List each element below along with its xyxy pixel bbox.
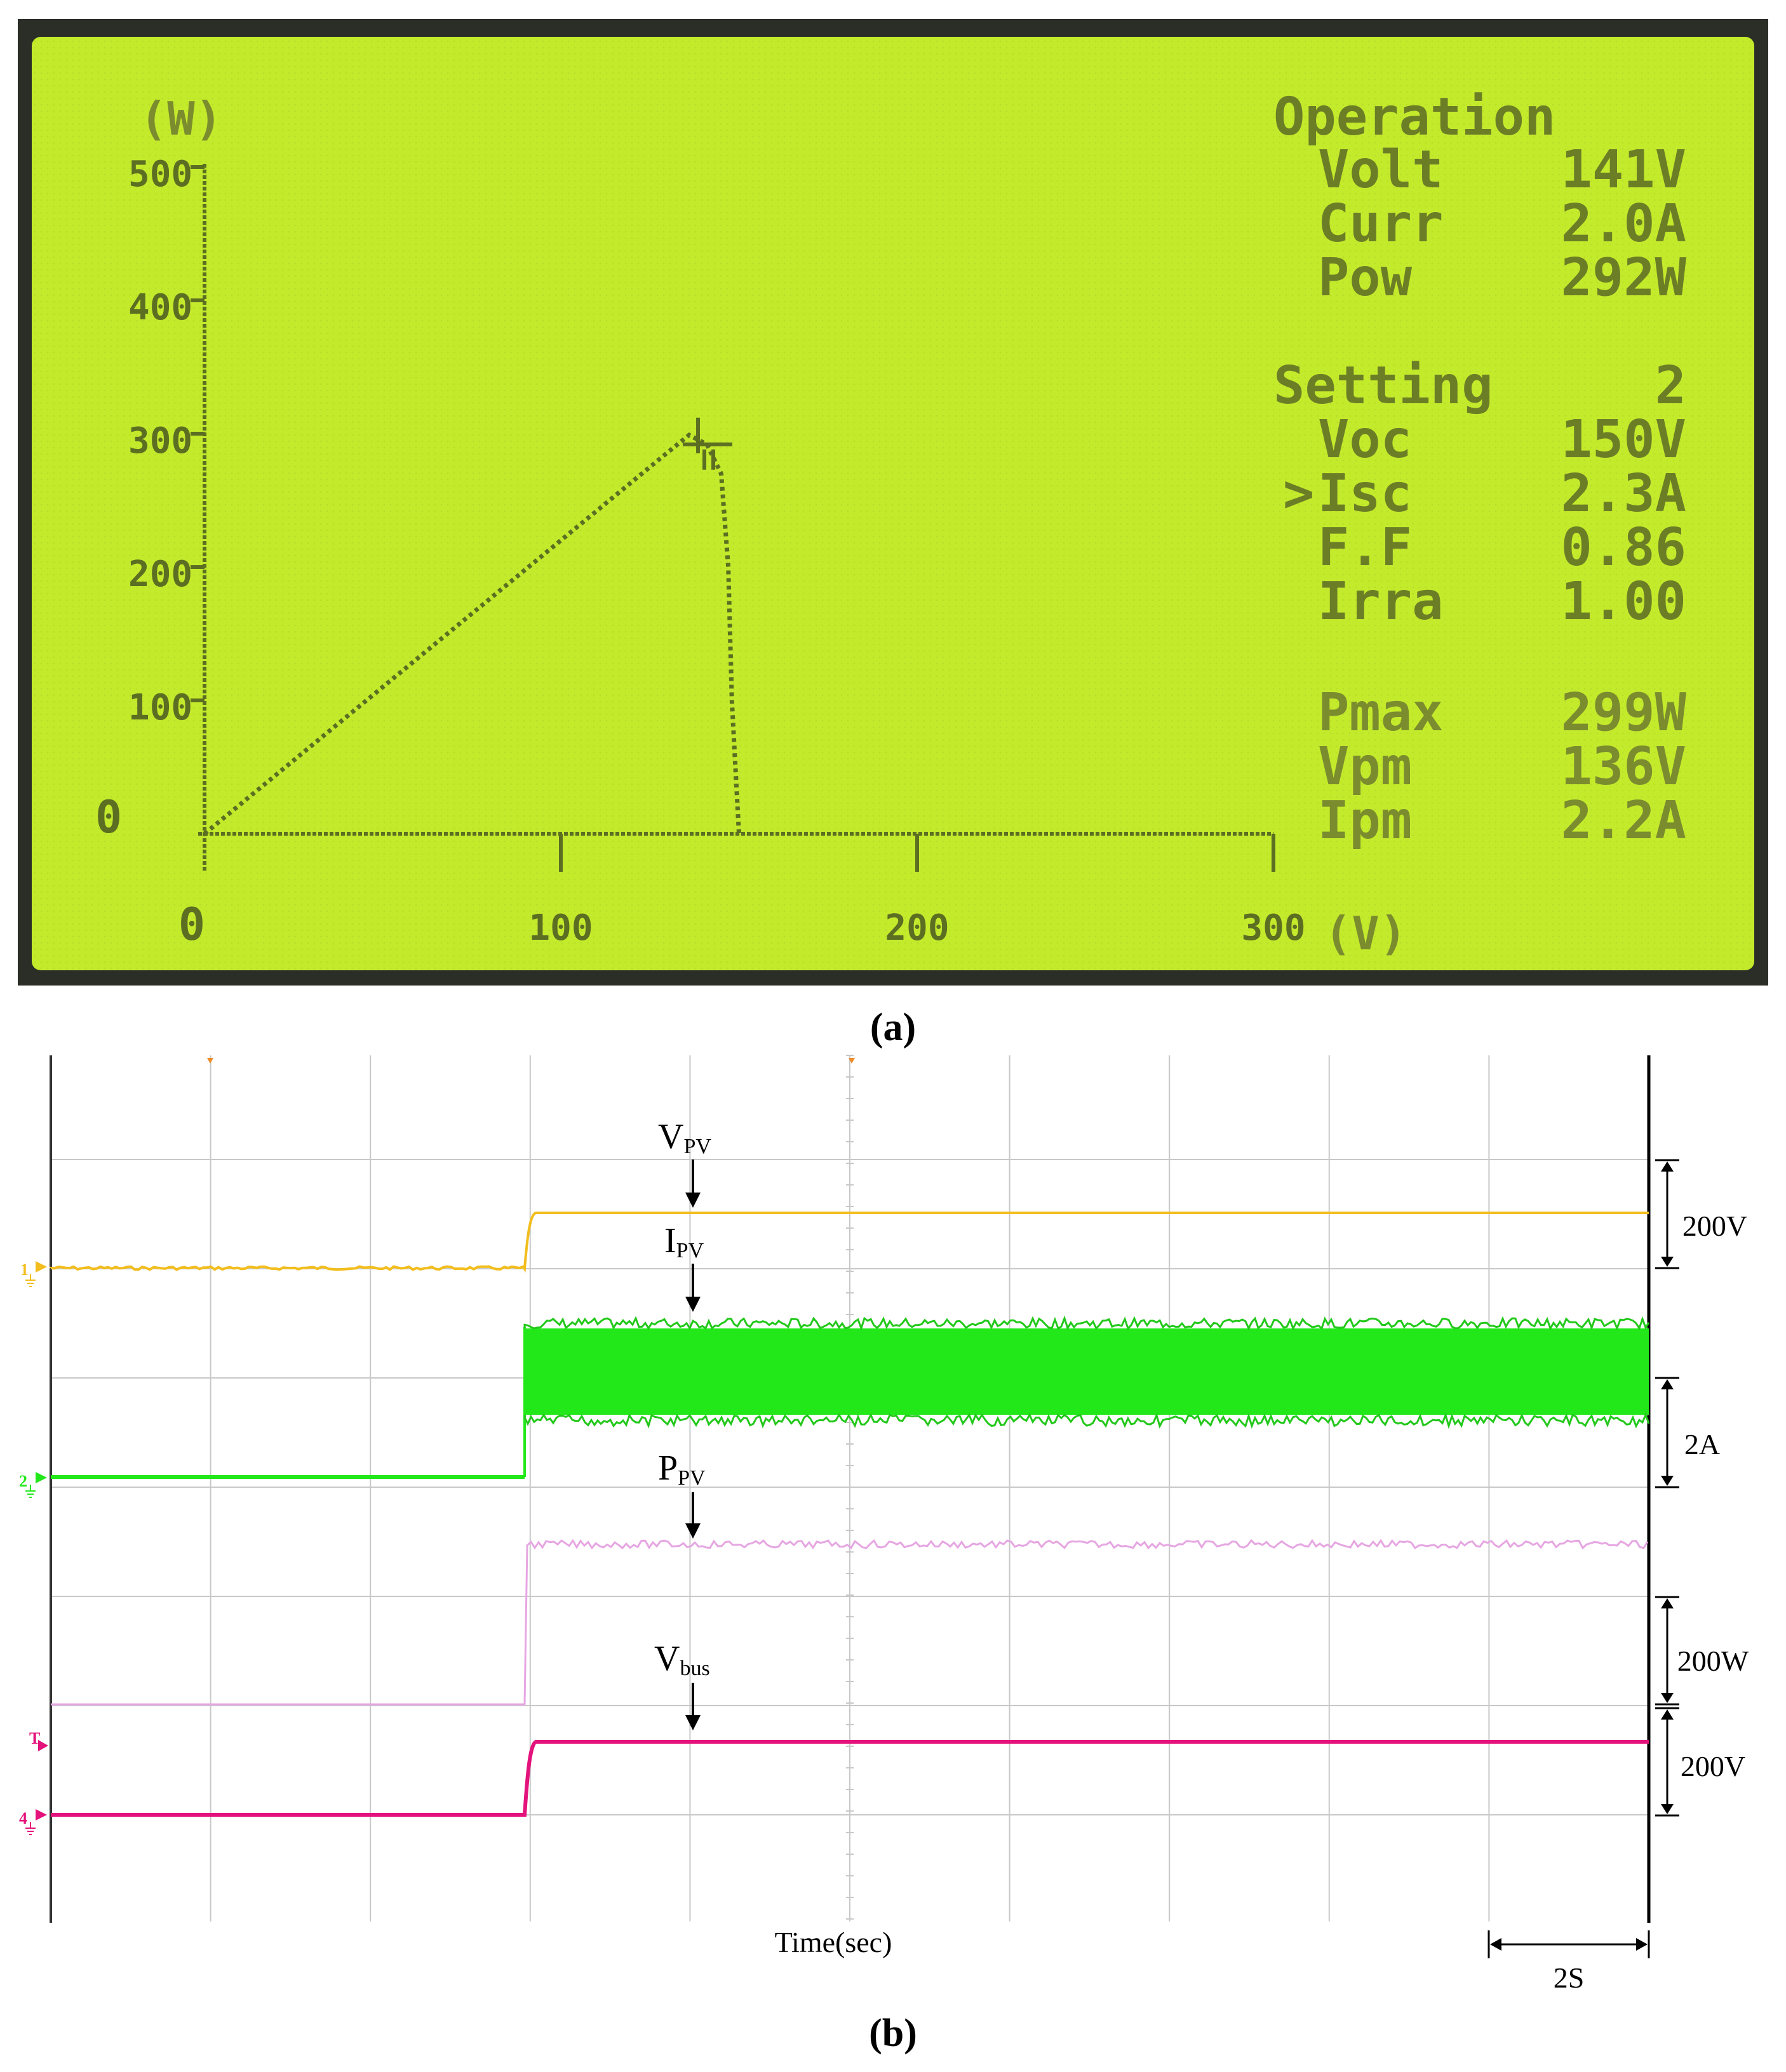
vbus-label: V bbox=[654, 1639, 680, 1678]
scale-ppv: 200W bbox=[1655, 1596, 1749, 1706]
ipm-value: 2.2A bbox=[1561, 791, 1686, 851]
y-tick-label: 300 bbox=[128, 420, 192, 462]
voc-value: 150V bbox=[1561, 410, 1686, 470]
ipv-annotation: IPV bbox=[664, 1221, 704, 1312]
pv-curve-plot: 0 100 200 300 400 500 0 100 200 300 bbox=[95, 154, 1306, 951]
irra-label: Irra bbox=[1318, 571, 1443, 632]
scale-ipv-label: 2A bbox=[1684, 1428, 1720, 1460]
maxpoint-block: Pmax 299W Vpm 136V Ipm 2.2A bbox=[1318, 683, 1687, 851]
cursor-marker: > bbox=[1283, 464, 1314, 524]
isc-label: Isc bbox=[1318, 464, 1412, 524]
trace-ipv-upper-edge bbox=[523, 1315, 1650, 1332]
operation-block: Operation Volt 141V Curr 2.0A Pow 292W bbox=[1273, 87, 1687, 308]
y-tick-label: 200 bbox=[128, 554, 192, 595]
ipv-subscript: PV bbox=[676, 1239, 704, 1262]
panel-a: 0 100 200 300 400 500 0 100 200 300 (W) (V) Opera… bbox=[18, 19, 1768, 986]
time-reference-marker bbox=[849, 1058, 855, 1064]
time-scale-marker: 2S bbox=[1487, 1930, 1650, 1994]
vpv-subscript: PV bbox=[683, 1135, 711, 1158]
trace-ppv bbox=[51, 1539, 1649, 1706]
scale-ppv-label: 200W bbox=[1677, 1645, 1749, 1677]
ppv-subscript: PV bbox=[678, 1466, 706, 1490]
vpv-label: V bbox=[658, 1117, 683, 1156]
trigger-position-marker bbox=[207, 1058, 213, 1064]
vbus-annotation: Vbus bbox=[654, 1639, 710, 1730]
trace-vbus bbox=[51, 1740, 1649, 1817]
scale-ipv: 2A bbox=[1655, 1377, 1720, 1488]
pmax-value: 299W bbox=[1561, 683, 1687, 743]
x-axis-label: Time(sec) bbox=[775, 1926, 892, 1958]
scale-markers: 200V 2A 200W 200V bbox=[1655, 1159, 1749, 1817]
ppv-arrow-icon bbox=[685, 1523, 701, 1539]
operation-heading: Operation bbox=[1273, 87, 1555, 147]
channel-4-marker: 4 bbox=[19, 1809, 47, 1835]
vpm-value: 136V bbox=[1561, 737, 1686, 797]
time-scale-label: 2S bbox=[1554, 1962, 1585, 1994]
curr-label: Curr bbox=[1318, 194, 1443, 254]
ppv-annotation: PPV bbox=[658, 1448, 706, 1539]
vbus-arrow-icon bbox=[685, 1715, 701, 1730]
y-tick-label: 400 bbox=[128, 287, 192, 328]
trigger-marker: T bbox=[29, 1729, 48, 1751]
setting-block: Setting 2 Voc 150V > Isc 2.3A F.F 0.86 I… bbox=[1273, 356, 1686, 632]
y-tick-label: 100 bbox=[128, 687, 192, 728]
trace-vpv bbox=[50, 1212, 1649, 1273]
caption-b: (b) bbox=[869, 2012, 917, 2055]
svg-text:1: 1 bbox=[20, 1260, 29, 1279]
pow-label: Pow bbox=[1318, 248, 1413, 308]
ff-value: 0.86 bbox=[1561, 518, 1686, 578]
trace-ipv-ripple-band bbox=[525, 1328, 1649, 1415]
y-unit-label: (W) bbox=[140, 92, 222, 145]
scale-vpv: 200V bbox=[1655, 1159, 1747, 1269]
curr-value: 2.0A bbox=[1561, 194, 1686, 254]
operating-point-marker bbox=[683, 417, 733, 470]
x-tick-label: 200 bbox=[885, 907, 949, 949]
vpm-label: Vpm bbox=[1318, 737, 1412, 797]
pv-power-curve bbox=[203, 432, 741, 836]
trace-ipv-lower-edge bbox=[523, 1412, 1650, 1429]
volt-label: Volt bbox=[1318, 140, 1443, 200]
irra-value: 1.00 bbox=[1561, 571, 1686, 632]
signal-annotations: VPV IPV PPV Vbus bbox=[654, 1117, 711, 1730]
channel-2-marker: 2 bbox=[19, 1472, 47, 1498]
vpv-arrow-icon bbox=[685, 1193, 701, 1208]
svg-text:PPV: PPV bbox=[658, 1448, 706, 1490]
panel-b: 1 2 T 4 VPV bbox=[19, 1055, 1749, 1994]
channel-1-marker: 1 bbox=[20, 1260, 47, 1287]
scope-traces bbox=[50, 1212, 1650, 1817]
pow-value: 292W bbox=[1561, 248, 1687, 308]
vpv-annotation: VPV bbox=[658, 1117, 711, 1208]
svg-text:Vbus: Vbus bbox=[654, 1639, 710, 1680]
lcd-pixel-texture bbox=[32, 37, 1754, 970]
y-tick-label: 0 bbox=[95, 791, 122, 843]
svg-text:2: 2 bbox=[19, 1472, 27, 1490]
scale-vbus-label: 200V bbox=[1681, 1750, 1745, 1782]
svg-text:IPV: IPV bbox=[664, 1221, 704, 1262]
vbus-subscript: bus bbox=[680, 1657, 709, 1680]
x-tick-label: 0 bbox=[178, 899, 205, 951]
x-tick-label: 300 bbox=[1241, 907, 1305, 949]
ipv-label: I bbox=[664, 1221, 676, 1260]
ff-label: F.F bbox=[1318, 518, 1412, 578]
scale-vpv-label: 200V bbox=[1682, 1210, 1747, 1242]
x-tick-label: 100 bbox=[528, 907, 593, 949]
x-unit-label: (V) bbox=[1324, 907, 1407, 960]
svg-text:4: 4 bbox=[19, 1809, 27, 1828]
ipm-label: Ipm bbox=[1318, 791, 1412, 851]
setting-heading: Setting bbox=[1273, 356, 1493, 416]
ipv-arrow-icon bbox=[685, 1297, 701, 1312]
ppv-label: P bbox=[658, 1448, 678, 1488]
voc-label: Voc bbox=[1318, 410, 1412, 470]
volt-value: 141V bbox=[1561, 140, 1686, 200]
y-tick-label: 500 bbox=[128, 154, 192, 195]
isc-value: 2.3A bbox=[1561, 464, 1686, 524]
svg-text:T: T bbox=[29, 1729, 40, 1748]
channel-markers: 1 2 T 4 bbox=[19, 1260, 48, 1835]
caption-a: (a) bbox=[870, 1006, 916, 1049]
setting-number: 2 bbox=[1655, 356, 1686, 416]
scale-vbus: 200V bbox=[1655, 1707, 1745, 1817]
svg-text:VPV: VPV bbox=[658, 1117, 711, 1158]
pmax-label: Pmax bbox=[1318, 683, 1443, 743]
